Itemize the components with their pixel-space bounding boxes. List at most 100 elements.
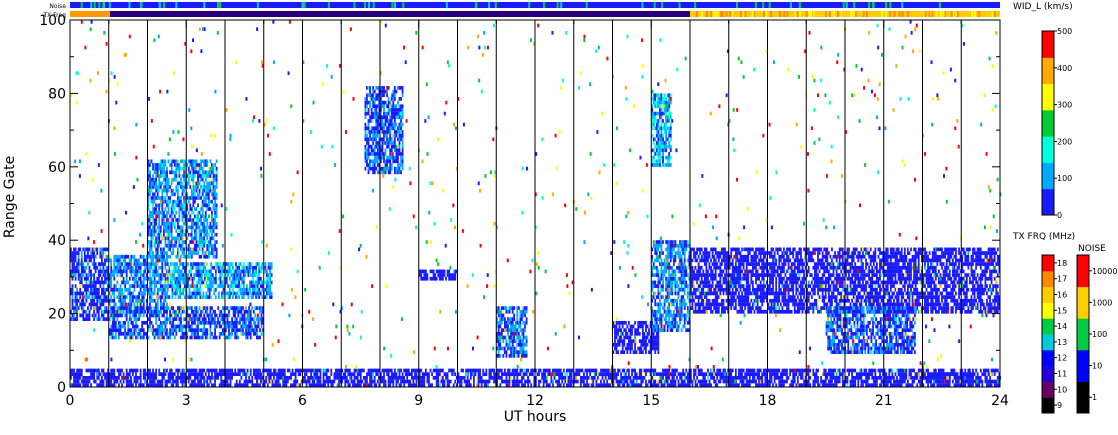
echo-cell [152,328,154,332]
echo-cell [121,302,123,307]
echo-cell [168,269,171,274]
echo-cell [102,247,105,252]
echo-cell [233,284,236,288]
echo-cell [114,309,117,314]
echo-cell [747,273,750,277]
echo-cell [119,320,122,325]
echo-cell [700,291,703,296]
echo-cell [366,126,368,131]
echo-cell [654,291,657,296]
echo-cell [207,166,210,171]
echo-cell [179,273,182,277]
echo-cell [758,309,760,314]
echo-cell [149,221,151,226]
echo-cell [510,353,512,358]
echo-cell [163,291,165,296]
echo-cell [212,185,215,189]
echo-cell [659,251,661,255]
echo-cell [128,317,131,321]
echo-cell [252,265,254,270]
echo-cell [192,159,195,164]
echo-cell [132,320,134,325]
echo-cell [256,262,259,266]
echo-cell [208,291,211,296]
echo-cell [192,221,195,226]
echo-cell [725,262,728,266]
echo-cell [727,284,729,288]
echo-cell [194,251,196,255]
echo-cell [99,284,102,288]
echo-cell [671,317,674,321]
echo-cell [195,236,198,241]
txfreq-mark [884,11,887,17]
echo-cell [183,221,185,226]
echo-cell [150,196,153,200]
echo-cell [97,262,100,266]
echo-cell [668,284,671,288]
echo-cell [209,306,212,310]
echo-cell [201,236,204,241]
echo-cell [710,258,712,263]
echo-cell [730,306,733,310]
echo-cell [248,309,251,314]
echo-cell [369,166,371,171]
echo-cell [111,331,114,336]
echo-cell [663,298,666,303]
echo-cell [183,324,185,329]
echo-cell [82,309,85,314]
echo-cell [192,181,195,186]
echo-cell [155,207,158,211]
echo-cell [400,159,402,164]
echo-cell [225,291,228,296]
echo-cell [71,298,74,303]
echo-cell [688,258,691,263]
echo-cell [166,328,168,332]
echo-cell [173,276,175,281]
echo-cell [710,309,712,314]
echo-cell [190,177,193,182]
echo-cell [90,302,92,307]
echo-cell [679,243,681,248]
echo-cell [173,317,176,321]
echo-cell [651,108,654,112]
echo-cell [717,265,720,270]
echo-cell [187,210,190,215]
echo-cell [242,328,244,332]
echo-cell [139,265,142,270]
echo-cell [195,221,198,226]
echo-cell [190,166,193,171]
echo-cell [80,280,83,285]
echo-cell [713,273,716,277]
echo-cell [657,141,660,145]
echo-cell [665,240,667,244]
echo-cell [378,122,381,127]
echo-cell [522,328,525,332]
echo-cell [730,273,733,277]
echo-cell [152,273,154,277]
echo-cell [665,262,667,266]
echo-cell [372,97,375,101]
echo-cell [725,273,728,277]
echo-cell [257,317,260,321]
echo-cell [231,328,233,332]
echo-cell [170,166,173,171]
echo-cell [135,295,137,299]
echo-cell [669,130,672,134]
echo-cell [111,324,114,329]
echo-cell [423,269,426,274]
echo-cell [183,331,185,336]
echo-cell [435,276,438,281]
echo-cell [82,262,85,266]
echo-cell [201,192,204,197]
echo-cell [242,287,245,292]
echo-cell [693,309,695,314]
echo-cell [652,115,655,120]
echo-cell [80,302,83,307]
echo-cell [666,313,669,318]
echo-cell [194,166,196,171]
echo-cell [183,170,185,175]
echo-cell [242,273,245,277]
echo-cell [91,287,94,292]
echo-cell [132,335,134,340]
echo-cell [660,240,663,244]
